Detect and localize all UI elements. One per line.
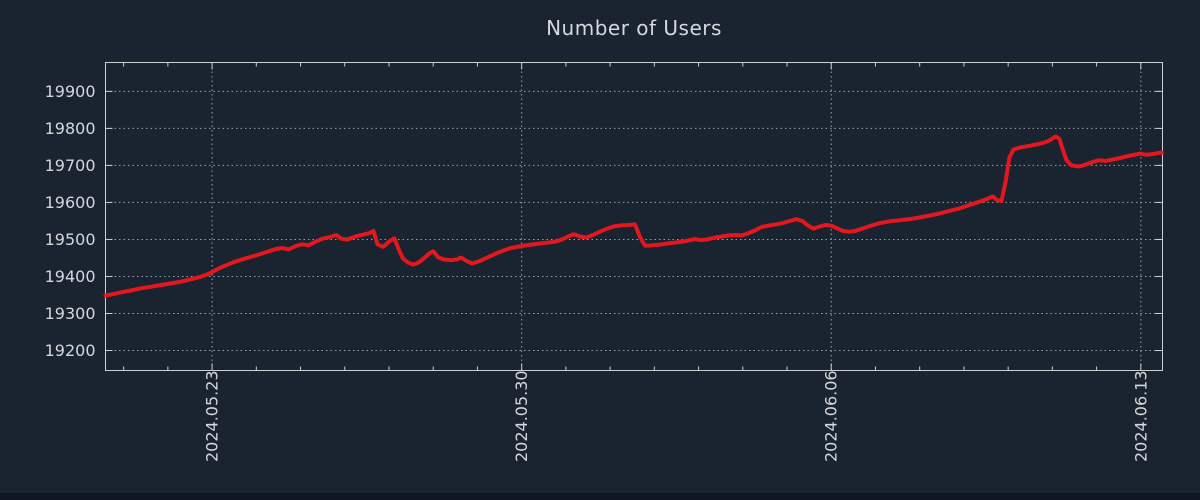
y-tick-label: 19900: [45, 82, 96, 101]
x-tick-label: 2024.05.30: [512, 370, 531, 462]
x-tick-label: 2024.05.23: [203, 370, 222, 462]
y-tick-label: 19500: [45, 230, 96, 249]
y-tick-label: 19200: [45, 341, 96, 360]
chart-title: Number of Users: [546, 16, 722, 40]
y-tick-label: 19300: [45, 304, 96, 323]
y-tick-label: 19400: [45, 267, 96, 286]
x-tick-label: 2024.06.06: [822, 370, 841, 462]
x-tick-label: 2024.06.13: [1131, 370, 1150, 462]
bottom-strip: [0, 493, 1200, 500]
axis-ticks: [105, 62, 1163, 371]
plot-border: [105, 62, 1163, 371]
y-tick-label: 19800: [45, 119, 96, 138]
y-tick-label: 19700: [45, 156, 96, 175]
gridlines: [105, 62, 1163, 371]
x-tick-labels: 2024.05.23 2024.05.30 2024.06.06 2024.06.13: [203, 370, 1151, 462]
series-line: [103, 134, 1165, 298]
y-tick-label: 19600: [45, 193, 96, 212]
y-tick-labels: 19200 19300 19400 19500 19600 19700 19800 19900: [45, 82, 96, 360]
